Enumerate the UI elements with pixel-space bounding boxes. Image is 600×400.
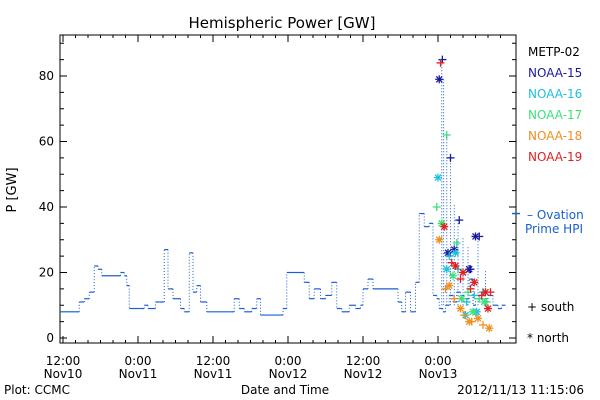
y-axis-label: P [GW] <box>5 167 20 212</box>
south-marker <box>452 239 461 248</box>
south-marker <box>455 216 464 225</box>
north-key: * north <box>527 331 569 345</box>
plot-timestamp: 2012/11/13 11:15:06 <box>457 383 584 397</box>
north-marker <box>481 288 490 297</box>
ovation-label-line1: – Ovation <box>527 208 584 222</box>
north-marker <box>459 268 467 277</box>
x-tick-date: Nov12 <box>269 367 308 381</box>
north-marker <box>442 265 451 274</box>
x-tick-time: 0:00 <box>125 354 152 368</box>
y-tick-label: 40 <box>39 200 54 214</box>
x-tick-time: 0:00 <box>275 354 302 368</box>
north-marker <box>480 297 489 306</box>
south-key: + south <box>527 300 574 314</box>
x-tick-date: Nov10 <box>44 367 83 381</box>
x-tick-date: Nov12 <box>344 367 383 381</box>
x-axis: 12:00Nov100:00Nov1112:00Nov110:00Nov1212… <box>44 35 501 381</box>
chart-title: Hemispheric Power [GW] <box>189 14 376 32</box>
north-marker <box>440 222 449 231</box>
north-marker <box>449 271 457 280</box>
north-marker <box>434 173 442 182</box>
x-tick-date: Nov11 <box>119 367 158 381</box>
north-marker <box>435 235 444 244</box>
south-marker <box>432 203 441 211</box>
south-marker <box>462 297 471 306</box>
satellite-markers <box>432 55 495 333</box>
y-tick-label: 0 <box>46 331 54 345</box>
south-marker <box>466 284 475 293</box>
south-marker <box>470 291 479 300</box>
legend-entry: NOAA-19 <box>528 150 582 164</box>
north-marker <box>470 278 479 287</box>
y-tick-label: 80 <box>39 69 54 83</box>
south-marker <box>460 311 469 320</box>
legend-entry: NOAA-17 <box>528 108 582 122</box>
south-marker <box>479 320 487 329</box>
north-marker <box>456 304 465 313</box>
ovation-series <box>60 59 520 316</box>
legend-entry: NOAA-15 <box>528 66 582 80</box>
legend-entry: METP-02 <box>528 45 580 59</box>
south-marker <box>450 294 459 303</box>
north-marker <box>451 248 460 257</box>
x-tick-date: Nov11 <box>194 367 233 381</box>
north-marker <box>457 294 466 303</box>
south-marker <box>446 153 455 162</box>
south-marker <box>442 130 451 139</box>
north-marker <box>465 317 474 326</box>
north-marker <box>485 324 494 333</box>
north-marker <box>474 314 482 323</box>
north-marker <box>471 232 480 241</box>
y-tick-label: 60 <box>39 135 54 149</box>
south-marker <box>445 252 454 261</box>
south-marker <box>436 58 445 67</box>
x-tick-time: 12:00 <box>46 354 81 368</box>
x-tick-date: Nov13 <box>419 367 458 381</box>
x-axis-label: Date and Time <box>241 383 329 397</box>
legend: METP-02 NOAA-15 NOAA-16 NOAA-17 NOAA-18 NOAA-… <box>528 45 582 164</box>
legend-entry: NOAA-16 <box>528 87 582 101</box>
north-marker <box>451 261 460 270</box>
north-marker <box>445 281 454 290</box>
y-tick-label: 20 <box>39 266 54 280</box>
x-tick-time: 0:00 <box>425 354 452 368</box>
north-marker <box>435 75 444 84</box>
north-marker <box>465 265 474 274</box>
north-marker <box>469 307 477 316</box>
x-tick-time: 12:00 <box>346 354 381 368</box>
y-axis: 0 20 40 60 80 <box>39 42 516 345</box>
ovation-label-line2: Prime HPI <box>525 222 583 236</box>
x-tick-time: 12:00 <box>196 354 231 368</box>
legend-entry: NOAA-18 <box>528 129 582 143</box>
plot-frame <box>59 34 517 344</box>
south-marker <box>456 275 465 284</box>
north-marker <box>484 304 492 313</box>
plot-credit: Plot: CCMC <box>4 383 70 397</box>
